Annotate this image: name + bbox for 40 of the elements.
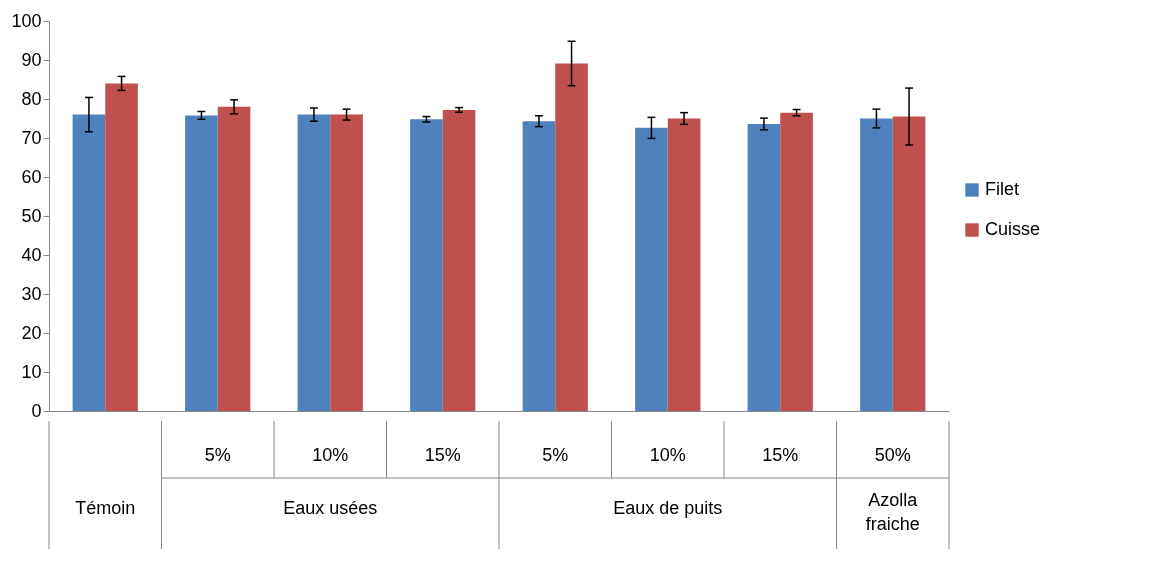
text: Eaux de puits [613,498,723,518]
bar [555,63,588,411]
bar [185,115,218,411]
bar [410,119,443,411]
y-tick-label: 10 [21,361,42,382]
bar [105,83,138,411]
y-tick-label: 0 [31,400,42,421]
x-tick-label: 50% [874,445,911,465]
y-tick-label: 70 [21,127,42,148]
bar [297,114,331,411]
bar [667,118,701,411]
y-tick-label: 20 [21,322,42,343]
bar [72,114,106,411]
y-tick-label: 40 [21,244,42,265]
y-tick-label: 30 [21,283,42,304]
bar [522,121,556,411]
bar [747,123,781,411]
text: Témoin [75,498,136,518]
bar [780,112,813,411]
x-tick-label: 15% [424,445,461,465]
legend-label: Cuisse [985,219,1041,239]
x-tick-label: 5% [204,445,231,465]
bar [860,118,893,411]
bar [442,109,476,411]
bar [635,127,668,411]
text: Azolla fraiche [865,490,920,534]
y-tick-label: 80 [21,88,42,109]
x-tick-label: 10% [649,445,686,465]
y-tick-label: 100 [11,10,42,31]
bar [330,114,363,411]
bar [892,116,926,411]
x-tick-label: 15% [762,445,799,465]
y-tick-label: 90 [21,49,42,70]
y-tick-label: 60 [21,166,42,187]
text: Eaux usées [283,498,378,518]
y-tick-label: 50 [21,205,42,226]
legend-label: Filet [985,179,1020,199]
x-tick-label: 10% [312,445,349,465]
bar [217,106,251,411]
x-tick-label: 5% [542,445,569,465]
